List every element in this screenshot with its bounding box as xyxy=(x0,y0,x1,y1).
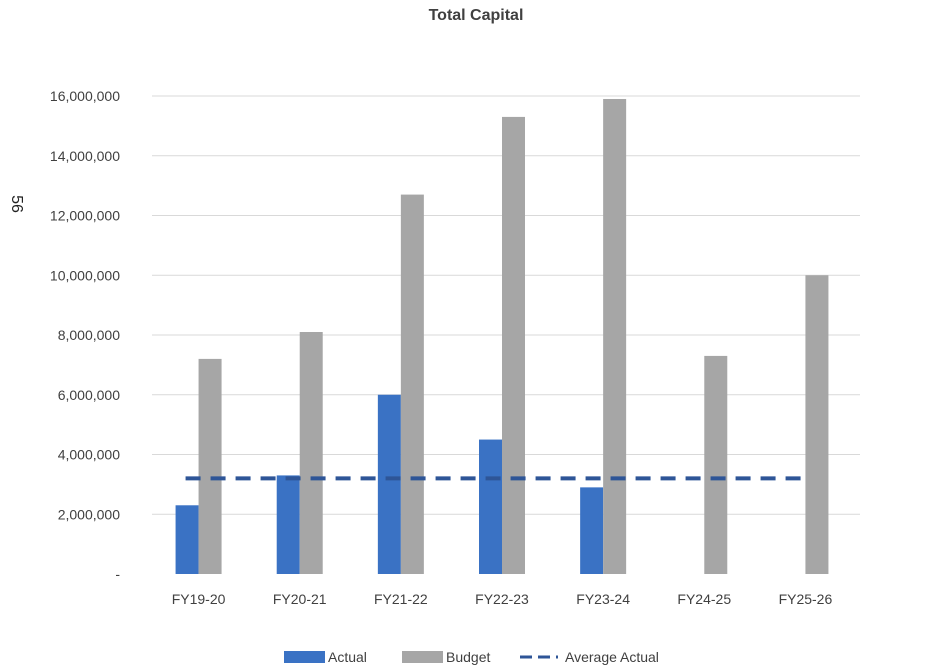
y-tick-label: 8,000,000 xyxy=(58,327,120,343)
y-tick-label: 16,000,000 xyxy=(50,88,120,104)
y-tick-label: 12,000,000 xyxy=(50,208,120,224)
y-tick-label: - xyxy=(115,566,120,582)
y-tick-label: 10,000,000 xyxy=(50,267,120,283)
budget-bar xyxy=(603,98,627,575)
budget-bar xyxy=(704,355,728,574)
y-tick-label: 4,000,000 xyxy=(58,447,120,463)
y-tick-label: 2,000,000 xyxy=(58,506,120,522)
y-tick-label: 6,000,000 xyxy=(58,387,120,403)
budget-bar xyxy=(502,116,525,574)
x-tick-label: FY21-22 xyxy=(374,591,428,607)
legend-swatch xyxy=(284,651,325,663)
x-tick-label: FY19-20 xyxy=(172,591,226,607)
x-axis-ticks: FY19-20 FY20-21 FY21-22 FY22-23 FY23-24 FY24-… xyxy=(172,591,833,607)
legend-label: Average Actual xyxy=(565,649,659,665)
budget-bar xyxy=(400,194,424,574)
x-tick-label: FY22-23 xyxy=(475,591,529,607)
x-tick-label: FY23-24 xyxy=(576,591,630,607)
actual-bar xyxy=(580,487,604,574)
budget-bar xyxy=(198,358,222,574)
page-number: 56 xyxy=(8,195,25,213)
budget-bar xyxy=(805,275,829,574)
legend: Actual Budget Average Actual xyxy=(284,649,659,665)
chart-title: Total Capital xyxy=(429,7,524,24)
x-tick-label: FY25-26 xyxy=(779,591,833,607)
x-tick-label: FY24-25 xyxy=(677,591,731,607)
y-tick-label: 14,000,000 xyxy=(50,148,120,164)
budget-bar xyxy=(299,332,323,574)
actual-bar xyxy=(377,394,401,574)
legend-label: Actual xyxy=(328,649,367,665)
actual-bar xyxy=(276,475,300,574)
bars xyxy=(175,98,829,575)
actual-bar xyxy=(175,505,199,574)
actual-bar xyxy=(479,439,502,574)
x-tick-label: FY20-21 xyxy=(273,591,327,607)
legend-label: Budget xyxy=(446,649,490,665)
legend-swatch xyxy=(402,651,443,663)
y-axis-ticks: - 2,000,000 4,000,000 6,000,000 8,000,000 10,… xyxy=(50,88,120,582)
